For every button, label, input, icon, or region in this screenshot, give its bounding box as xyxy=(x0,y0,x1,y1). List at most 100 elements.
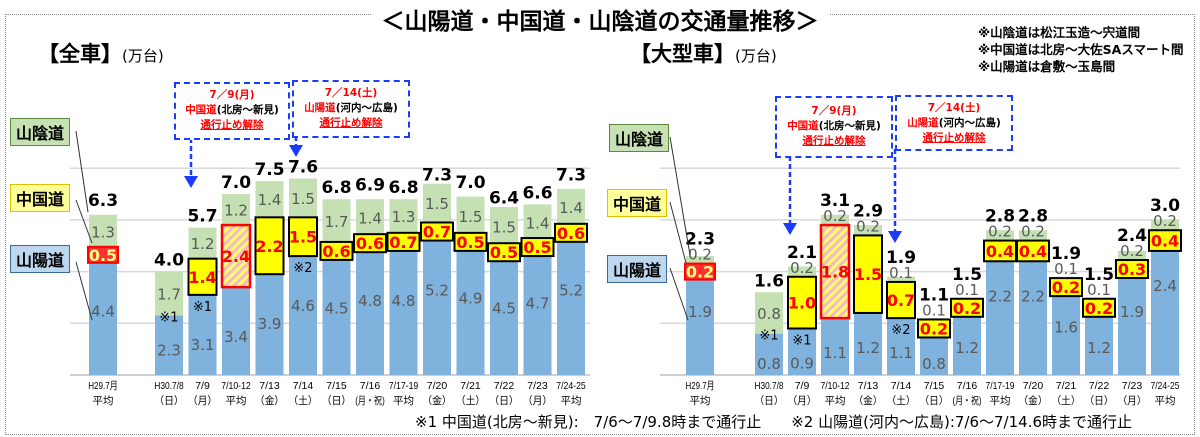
bar-chugoku xyxy=(684,262,716,281)
bar-sanyo xyxy=(1052,292,1080,375)
bar-sanin xyxy=(289,178,317,218)
label-total: 7.3 xyxy=(556,165,586,185)
label-sanyo: 3.1 xyxy=(191,336,215,354)
closure-marker: ※2 xyxy=(293,261,312,276)
x-tick-label-sub: （土） xyxy=(288,394,318,407)
label-chugoku: 1.8 xyxy=(821,263,849,282)
label-total: 1.9 xyxy=(886,248,916,268)
bar-chugoku xyxy=(1082,297,1116,318)
x-tick-label: 7/14 xyxy=(891,380,912,392)
label-total: 2.9 xyxy=(853,201,883,221)
callout-date: 7／14(土) xyxy=(927,102,981,114)
x-tick-label: 7/16 xyxy=(360,380,381,392)
left-panel-title: 【全車】(万台) xyxy=(38,38,164,68)
bar-sanin xyxy=(255,181,284,218)
footnote-1: ※1 中国道(北房～新見): 7/6～7/9.8時まで通行止 xyxy=(415,413,762,431)
callout-text: 通行止め解除 xyxy=(922,132,986,144)
label-sanyo: 5.2 xyxy=(559,282,583,300)
bar-sanin xyxy=(389,199,418,233)
label-total: 2.3 xyxy=(685,230,715,250)
arrow-down-icon xyxy=(888,231,902,243)
bar-chugoku xyxy=(220,223,252,289)
x-tick-label: 7/22 xyxy=(1089,380,1110,392)
right-unit: (万台) xyxy=(735,47,777,65)
bar-chugoku xyxy=(453,231,488,252)
x-tick-label: 7/10-12 xyxy=(221,380,251,392)
bar-chugoku xyxy=(520,237,555,258)
label-sanyo: 2.2 xyxy=(1021,287,1045,305)
callout-date: 7／14(土) xyxy=(324,87,378,99)
x-tick-label-sub: 平均 xyxy=(690,395,711,407)
label-chugoku: 0.4 xyxy=(1151,232,1179,251)
x-tick-label-sub: （日） xyxy=(322,395,352,407)
section-notes: ※山陰道は松江玉造～宍道間 ※中国道は北房～大佐SAスマート間 ※山陽道は倉敷～… xyxy=(978,24,1183,75)
label-total: 3.1 xyxy=(820,191,850,211)
label-chugoku: 1.0 xyxy=(788,294,816,313)
x-tick-label-sub: （日） xyxy=(154,395,184,407)
label-sanin: 0.1 xyxy=(922,301,946,319)
arrow-down-icon xyxy=(783,223,797,235)
x-tick-label: H30.7/8 xyxy=(154,380,184,392)
label-sanin: 1.5 xyxy=(492,218,516,236)
left-unit: (万台) xyxy=(122,47,164,65)
bar-sanin xyxy=(788,266,816,277)
callout-section: (北房～新見) xyxy=(818,120,881,132)
bar-sanin xyxy=(155,271,183,316)
label-chugoku: 0.5 xyxy=(89,246,117,265)
legend-chugoku-right: 中国道 xyxy=(607,189,668,217)
label-sanin: 1.2 xyxy=(224,202,248,220)
label-sanyo: 4.5 xyxy=(325,300,349,318)
x-tick-label-sub: （月） xyxy=(1118,395,1147,407)
bar-chugoku xyxy=(420,221,454,242)
label-sanin: 1.4 xyxy=(559,199,583,217)
bar-sanyo xyxy=(686,276,714,375)
bar-sanin xyxy=(686,256,714,267)
bar-sanyo xyxy=(155,315,183,375)
label-chugoku: 0.7 xyxy=(887,291,915,310)
bar-sanyo xyxy=(222,287,250,375)
footnote-2: ※2 山陽道(河内～広島):7/6～7/14.6時まで通行止 xyxy=(791,413,1133,431)
bar-chugoku xyxy=(1016,239,1050,263)
legend-sanin-right: 山陰道 xyxy=(609,124,670,152)
main-title-text: ＜山陽道・中国道・山陰道の交通量推移＞ xyxy=(371,9,829,35)
bar-sanyo xyxy=(953,312,981,375)
x-tick-label: H29.7月 xyxy=(686,380,715,392)
label-chugoku: 0.5 xyxy=(490,243,518,262)
bar-sanin xyxy=(821,214,849,226)
closure-marker: ※1 xyxy=(159,311,178,326)
label-chugoku: 0.4 xyxy=(1019,242,1047,261)
label-total: 1.9 xyxy=(1051,244,1081,264)
x-tick-label-sub: （月） xyxy=(188,395,218,407)
x-tick-label-sub: （金） xyxy=(1019,394,1048,407)
label-sanyo: 1.1 xyxy=(889,344,913,362)
label-sanyo: 1.6 xyxy=(1054,318,1078,336)
label-sanin: 0.1 xyxy=(889,264,913,282)
x-tick-label: 7/10-12 xyxy=(821,380,850,392)
label-sanin: 1.4 xyxy=(358,209,382,227)
label-sanin: 1.3 xyxy=(91,224,115,242)
x-tick-label: 7/23 xyxy=(1122,380,1143,392)
x-tick-label: 7/23 xyxy=(527,380,548,392)
x-tick-label: 7/21 xyxy=(460,380,481,392)
bar-sanyo xyxy=(356,250,384,375)
x-tick-label-sub: 平均 xyxy=(93,395,114,407)
bar-sanin xyxy=(1019,230,1047,241)
bar-chugoku xyxy=(917,318,951,339)
label-sanyo: 3.4 xyxy=(224,328,248,346)
label-sanin: 0.2 xyxy=(823,207,847,225)
bar-chugoku xyxy=(487,242,521,263)
closure-marker: ※1 xyxy=(792,333,811,348)
label-total: 7.6 xyxy=(288,158,318,178)
x-tick-label: H30.7/8 xyxy=(755,380,784,392)
x-tick-label: 7/20 xyxy=(1023,380,1044,392)
label-total: 2.1 xyxy=(787,243,817,263)
bar-sanin xyxy=(356,199,384,236)
legend-sanyo-left: 山陽道 xyxy=(10,245,71,273)
label-sanyo: 2.3 xyxy=(157,342,181,360)
label-chugoku: 0.6 xyxy=(356,234,384,253)
label-sanin: 1.7 xyxy=(325,213,349,231)
bar-sanin xyxy=(89,214,117,249)
x-tick-label: 7/15 xyxy=(326,380,347,392)
right-panel-title: 【大型車】(万台) xyxy=(630,38,777,68)
